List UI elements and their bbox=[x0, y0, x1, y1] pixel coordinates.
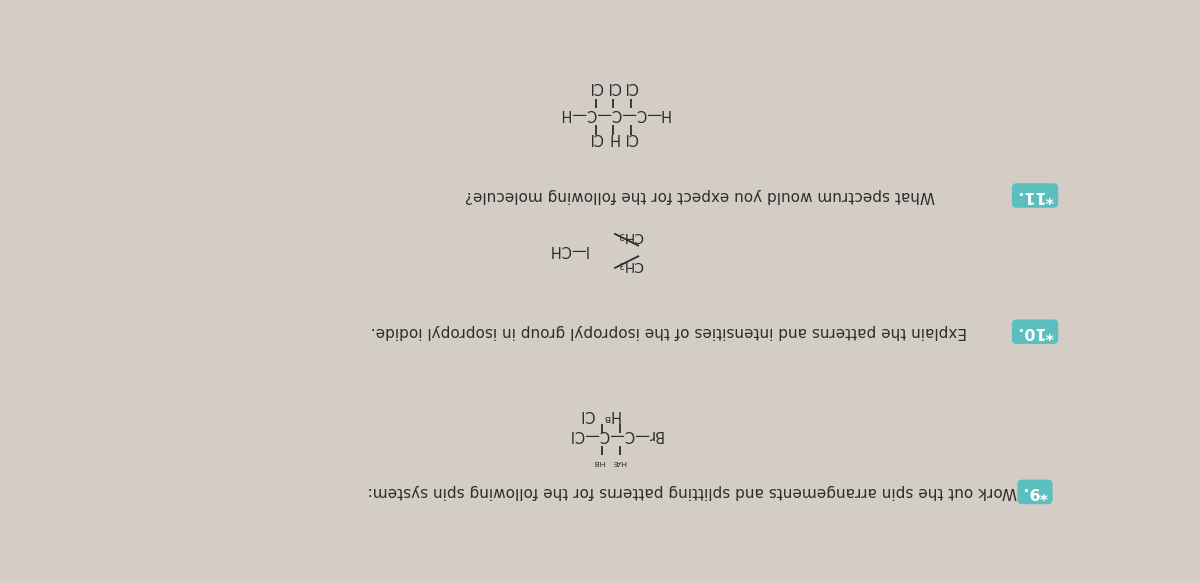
Text: Cl: Cl bbox=[589, 130, 604, 145]
Text: Br—C—C—Cl: Br—C—C—Cl bbox=[568, 427, 662, 442]
Text: ᴴᴭ  ᴴᴮ: ᴴᴭ ᴴᴮ bbox=[595, 453, 628, 466]
Text: Hᴮ  Cl: Hᴮ Cl bbox=[582, 408, 623, 423]
Text: Cl: Cl bbox=[606, 79, 620, 94]
Text: Cl: Cl bbox=[589, 79, 604, 94]
Text: CH₃: CH₃ bbox=[617, 229, 643, 243]
Text: *11.: *11. bbox=[1016, 188, 1054, 203]
Text: H—C—C—C—H: H—C—C—C—H bbox=[558, 106, 670, 121]
Text: H: H bbox=[608, 130, 619, 145]
Text: What spectrum would you expect for the following molecule?: What spectrum would you expect for the f… bbox=[466, 188, 935, 203]
Text: I—CH: I—CH bbox=[547, 242, 588, 257]
Text: *10.: *10. bbox=[1016, 324, 1054, 339]
Text: Cl: Cl bbox=[623, 130, 637, 145]
Text: Explain the patterns and intensities of the isopropyl group in isopropyl iodide.: Explain the patterns and intensities of … bbox=[371, 324, 967, 339]
Text: *9.: *9. bbox=[1022, 484, 1048, 500]
Text: CH₃: CH₃ bbox=[617, 258, 643, 272]
Text: Work out the spin arrangements and splitting patterns for the following spin sys: Work out the spin arrangements and split… bbox=[368, 484, 1018, 500]
Text: Cl: Cl bbox=[623, 79, 637, 94]
